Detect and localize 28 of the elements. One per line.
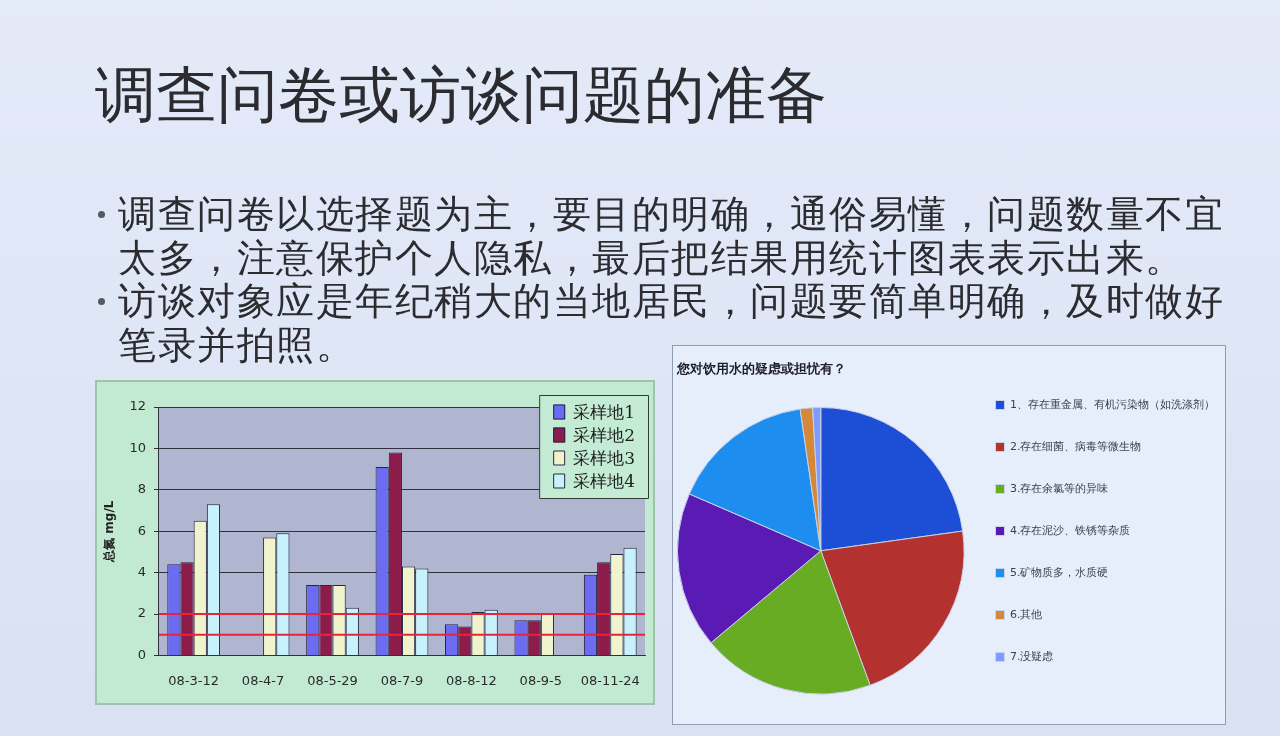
legend-label: 采样地3 [573,447,636,468]
legend-label: 采样地1 [573,401,636,422]
y-axis-title: 总氮 mg/L [102,500,117,563]
legend-label: 4.存在泥沙、铁锈等杂质 [1010,523,1131,537]
x-tick-label: 08-11-24 [580,672,640,688]
legend-label: 采样地4 [573,470,636,491]
legend-label: 2.存在细菌、病毒等微生物 [1010,439,1142,453]
text: 调查问卷以选择题为主，要目的明确，通俗易懂，问题数量不宜太多，注意保护个人隐私，最后把结果用统计图表表示出来。 [118,192,1224,280]
y-tick-label: 12 [129,398,146,414]
x-tick-label: 08-8-12 [446,672,497,688]
y-tick-label: 8 [137,481,146,497]
x-tick-label: 08-5-29 [307,672,358,688]
legend-label: 7.没疑虑 [1010,649,1054,663]
y-tick-label: 4 [137,563,146,579]
x-tick-label: 08-9-5 [519,672,563,688]
x-tick-label: 08-4-7 [241,672,285,688]
y-tick-label: 10 [129,439,146,455]
legend-label: 5.矿物质多，水质硬 [1010,565,1109,579]
x-tick-label: 08-7-9 [380,672,424,688]
x-tick-label: 08-3-12 [168,672,220,688]
legend-label: 采样地2 [573,424,636,445]
y-tick-label: 6 [137,522,146,538]
y-tick-label: 0 [137,646,146,662]
legend-label: 3.存在余氯等的异味 [1010,481,1109,495]
text: 调查问卷或访谈问题的准备 [95,59,827,130]
legend-label: 1、存在重金属、有机污染物（如洗涤剂） [1010,397,1215,411]
y-tick-label: 2 [137,605,146,621]
legend-label: 6.其他 [1010,607,1043,621]
